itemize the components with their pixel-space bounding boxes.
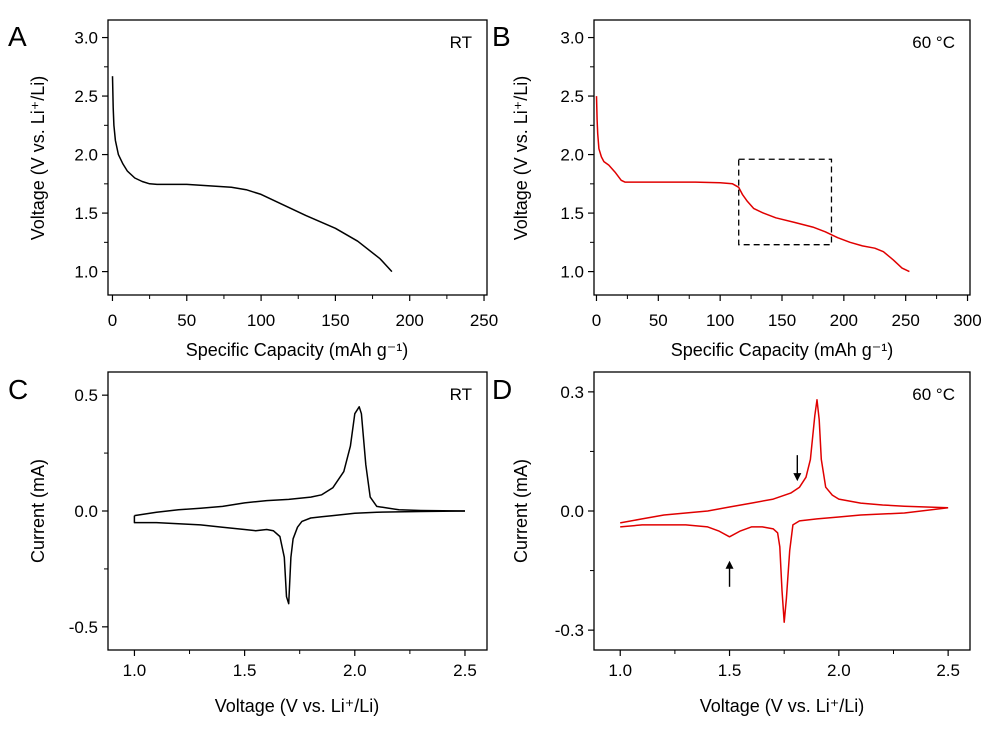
- plot-frame: [107, 19, 488, 296]
- x-axis-label: Specific Capacity (mAh g⁻¹): [671, 340, 894, 360]
- x-tick-label: 0: [592, 311, 601, 330]
- panel-D: 1.0 1.5 2.0 2.5 -0.3 0.0 0.3 D 60 °C Voltage (V v…: [492, 371, 971, 716]
- x-tick-label: 2.0: [343, 661, 367, 680]
- condition-label: RT: [450, 385, 472, 404]
- x-tick-label: 200: [830, 311, 858, 330]
- condition-label: RT: [450, 33, 472, 52]
- y-axis-label: Voltage (V vs. Li⁺/Li): [28, 76, 48, 241]
- y-tick-label: 1.5: [560, 204, 584, 223]
- panel-label: D: [492, 374, 512, 405]
- y-tick-label: 2.0: [74, 146, 98, 165]
- y-axis-label: Current (mA): [511, 459, 531, 563]
- x-tick-label: 100: [706, 311, 734, 330]
- y-tick-label: -0.5: [69, 618, 98, 637]
- highlight-box: [738, 158, 833, 246]
- x-tick-label: 1.0: [123, 661, 147, 680]
- x-tick-label: 50: [649, 311, 668, 330]
- panel-label: B: [492, 21, 511, 52]
- arrow-head: [793, 473, 802, 482]
- y-tick-label: -0.3: [555, 621, 584, 640]
- condition-label: 60 °C: [912, 33, 955, 52]
- plot-frame: [593, 371, 971, 651]
- x-tick-label: 50: [177, 311, 196, 330]
- x-tick-label: 2.5: [936, 661, 960, 680]
- series-line-1: [134, 406, 466, 517]
- y-axis-label: Current (mA): [28, 459, 48, 563]
- panel-label: A: [8, 21, 27, 52]
- y-axis-label: Voltage (V vs. Li⁺/Li): [511, 76, 531, 241]
- x-tick-label: 2.0: [827, 661, 851, 680]
- condition-label: 60 °C: [912, 385, 955, 404]
- x-tick-label: 1.0: [608, 661, 632, 680]
- y-tick-label: 2.0: [560, 146, 584, 165]
- arrow-head: [725, 560, 734, 569]
- y-tick-label: 0.0: [560, 502, 584, 521]
- y-tick-label: 0.5: [74, 386, 98, 405]
- x-tick-label: 250: [891, 311, 919, 330]
- y-tick-label: 1.5: [74, 204, 98, 223]
- y-tick-label: 2.5: [74, 87, 98, 106]
- x-tick-label: 250: [470, 311, 498, 330]
- y-tick-label: 3.0: [560, 29, 584, 48]
- series-line-1: [620, 399, 949, 524]
- annotation-arrow: [725, 560, 734, 587]
- panel-label: C: [8, 374, 28, 405]
- series-line-1: [595, 96, 910, 273]
- x-axis-label: Voltage (V vs. Li⁺/Li): [215, 696, 380, 716]
- x-tick-label: 2.5: [453, 661, 477, 680]
- y-tick-label: 1.0: [74, 263, 98, 282]
- panel-C: 1.0 1.5 2.0 2.5 -0.5 0.0 0.5 C RT Voltage (V vs. …: [8, 371, 488, 716]
- x-tick-label: 200: [396, 311, 424, 330]
- x-axis-label: Specific Capacity (mAh g⁻¹): [186, 340, 409, 360]
- series-line-2: [620, 507, 949, 623]
- y-tick-label: 0.0: [74, 502, 98, 521]
- x-tick-label: 100: [247, 311, 275, 330]
- x-tick-label: 150: [321, 311, 349, 330]
- plot-frame: [593, 19, 971, 296]
- y-tick-label: 1.0: [560, 263, 584, 282]
- panel-B: 0 50 100 150 200 250 300 1.0 1.5 2.0 2.5 3.0 B 60 °C S…: [492, 19, 982, 360]
- panel-A: 0 50 100 150 200 250 1.0 1.5 2.0 2.5 3.0 A RT Specifi…: [8, 19, 498, 360]
- y-tick-label: 0.3: [560, 383, 584, 402]
- x-tick-label: 300: [953, 311, 981, 330]
- x-axis-label: Voltage (V vs. Li⁺/Li): [700, 696, 865, 716]
- x-tick-label: 150: [768, 311, 796, 330]
- y-tick-label: 3.0: [74, 29, 98, 48]
- series-line-1: [111, 76, 393, 273]
- x-tick-label: 1.5: [718, 661, 742, 680]
- y-tick-label: 2.5: [560, 87, 584, 106]
- x-tick-label: 0: [108, 311, 117, 330]
- series-line-2: [133, 510, 466, 605]
- annotation-arrow: [793, 455, 802, 482]
- x-tick-label: 1.5: [233, 661, 257, 680]
